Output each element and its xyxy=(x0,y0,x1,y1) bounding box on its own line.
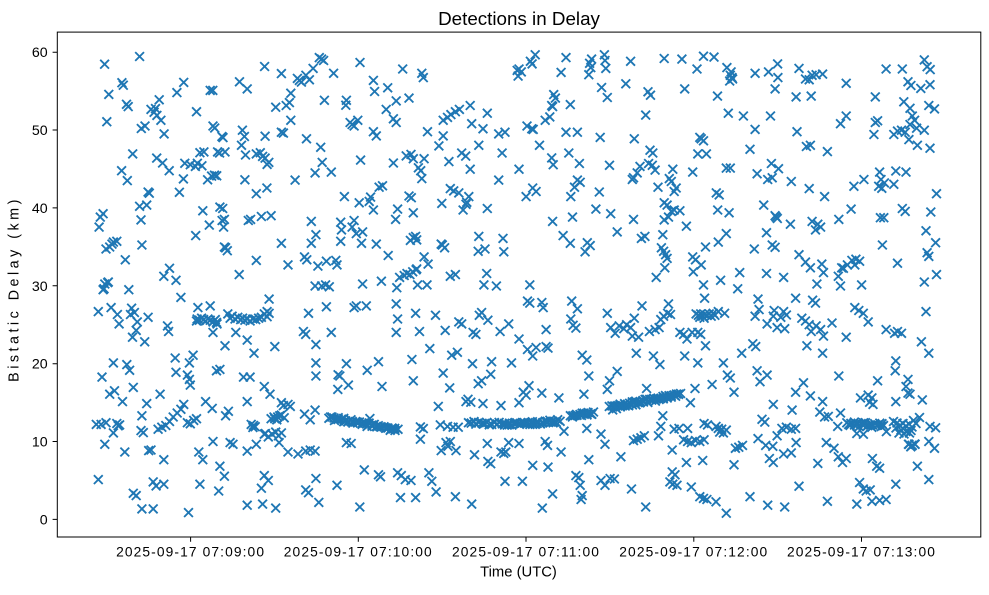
svg-text:Bistatic Delay (km): Bistatic Delay (km) xyxy=(7,196,23,382)
svg-text:10: 10 xyxy=(32,435,48,451)
svg-text:Detections in Delay: Detections in Delay xyxy=(438,8,600,29)
svg-text:0: 0 xyxy=(40,512,48,528)
svg-text:2025-09-17 07:10:00: 2025-09-17 07:10:00 xyxy=(284,544,433,559)
svg-text:2025-09-17 07:09:00: 2025-09-17 07:09:00 xyxy=(116,544,265,559)
svg-text:30: 30 xyxy=(32,279,48,295)
svg-text:40: 40 xyxy=(32,201,48,217)
svg-text:2025-09-17 07:11:00: 2025-09-17 07:11:00 xyxy=(452,544,600,559)
svg-text:2025-09-17 07:13:00: 2025-09-17 07:13:00 xyxy=(787,544,936,559)
svg-text:Time (UTC): Time (UTC) xyxy=(480,565,557,581)
svg-text:20: 20 xyxy=(32,357,48,373)
svg-text:50: 50 xyxy=(32,123,48,139)
svg-text:60: 60 xyxy=(32,45,48,61)
svg-text:2025-09-17 07:12:00: 2025-09-17 07:12:00 xyxy=(619,544,768,559)
